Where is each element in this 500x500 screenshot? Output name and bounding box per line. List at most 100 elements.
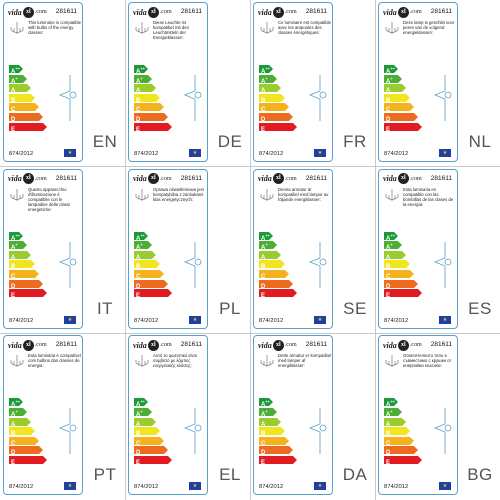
compatibility-text: Diese Leuchte ist kompatibel mit den Leu… <box>153 20 190 40</box>
energy-class-bar: A+ <box>9 74 53 85</box>
energy-class-letter: A+ <box>136 242 143 252</box>
eu-flag-icon: ★ <box>314 482 326 491</box>
energy-class-scale: A++ A+ A B C D E <box>134 231 178 300</box>
energy-class-letter: E <box>136 293 141 300</box>
energy-class-scale: A++ A+ A B C D E <box>259 231 303 300</box>
regulation-number: 874/2012 <box>9 151 34 157</box>
language-code: NL <box>468 132 492 151</box>
sku-number: 281611 <box>180 8 202 15</box>
energy-label-cell-el: vida xl .com 281611 Αυτό το φωτιστικό είνα… <box>125 333 250 499</box>
energy-class-letter: A++ <box>261 399 271 409</box>
energy-class-letter: A <box>386 254 391 261</box>
energy-class-letter: A <box>11 254 16 261</box>
energy-class-bar: E <box>9 122 53 133</box>
energy-class-bar: D <box>259 112 303 123</box>
energy-class-bar: C <box>384 270 428 280</box>
chandelier-icon <box>385 355 399 368</box>
energy-class-bar: A++ <box>384 65 428 75</box>
energy-class-letter: A+ <box>261 408 268 418</box>
energy-label-card: vida xl .com 281611 Questo apparecchio d'i… <box>3 168 83 329</box>
grid-divider <box>0 166 500 167</box>
energy-class-bar: C <box>259 103 303 113</box>
energy-class-letter: A <box>136 88 141 95</box>
energy-label-cell-es: vida xl .com 281611 Esta luminaria es comp… <box>375 167 500 333</box>
energy-class-letter: C <box>261 440 266 447</box>
energy-class-letter: D <box>261 450 266 457</box>
energy-class-letter: E <box>386 293 391 300</box>
energy-class-bar: E <box>134 455 178 466</box>
compatibility-text: Ce luminaire est compatible avec les amp… <box>278 20 332 35</box>
energy-class-letter: A++ <box>11 399 21 409</box>
energy-class-letter: B <box>386 431 391 438</box>
energy-class-bar: D <box>9 112 53 123</box>
bulb-bracket-icon <box>308 408 327 455</box>
chandelier-icon <box>135 188 149 201</box>
energy-label-cell-fr: vida xl .com 281611 Ce luminaire est compa… <box>250 0 375 166</box>
sku-number: 281611 <box>180 174 202 182</box>
grid-divider <box>250 0 251 500</box>
chandelier-icon <box>260 188 274 201</box>
energy-class-letter: A+ <box>386 75 393 85</box>
regulation-number: 874/2012 <box>259 484 284 491</box>
energy-class-letter: E <box>136 459 141 466</box>
bulb-bracket-icon <box>183 408 202 455</box>
chandelier-icon <box>260 22 274 34</box>
energy-class-scale: A++ A+ A B C D E <box>259 398 303 466</box>
energy-class-bar: A++ <box>134 398 178 409</box>
language-code: DE <box>217 132 243 151</box>
energy-class-scale: A++ A+ A B C D E <box>134 398 178 466</box>
energy-class-letter: C <box>386 107 391 114</box>
energy-class-letter: D <box>136 283 141 290</box>
energy-class-bar: A+ <box>134 407 178 418</box>
energy-class-letter: A+ <box>386 242 393 252</box>
energy-class-scale: A++ A+ A B C D E <box>384 65 428 133</box>
energy-class-bar: A++ <box>134 231 178 242</box>
energy-class-bar: B <box>384 260 428 270</box>
energy-label-cell-nl: vida xl .com 281611 Deze lamp is geschikt … <box>375 0 500 166</box>
energy-class-letter: A <box>136 254 141 261</box>
energy-class-letter: B <box>261 264 266 271</box>
energy-class-bar: D <box>259 279 303 290</box>
chandelier-icon <box>10 22 24 34</box>
energy-label-cell-pl: vida xl .com 281611 Oprawa oświetleniowa j… <box>125 167 250 333</box>
compatibility-text: Esta luminária é compatível com bulbos d… <box>28 353 81 369</box>
bulb-bracket-icon <box>433 75 452 121</box>
energy-class-letter: C <box>11 440 16 447</box>
chandelier-icon <box>260 355 274 368</box>
energy-class-letter: A <box>136 421 141 428</box>
regulation-number: 874/2012 <box>134 484 159 491</box>
energy-class-letter: A++ <box>136 399 146 409</box>
energy-label-card: vida xl .com 281611 Denna armatur är kompa… <box>253 168 333 329</box>
energy-class-bar: D <box>384 112 428 123</box>
energy-class-letter: B <box>11 97 16 104</box>
energy-class-bar: C <box>259 270 303 281</box>
energy-class-bar: A <box>9 417 53 428</box>
energy-class-letter: A++ <box>386 66 396 75</box>
energy-class-letter: D <box>11 116 16 123</box>
energy-class-bar: A++ <box>9 398 53 409</box>
brand-logo: vida xl .com <box>258 173 297 185</box>
energy-class-bar: C <box>384 436 428 447</box>
energy-class-letter: C <box>261 274 266 281</box>
energy-class-bar: D <box>134 279 178 290</box>
energy-class-bar: B <box>134 260 178 270</box>
energy-class-letter: A++ <box>136 232 146 242</box>
compatibility-text: Oprawa oświetleniowa jest kompatybilna z… <box>153 186 204 202</box>
language-code: BG <box>467 465 493 485</box>
energy-class-letter: E <box>11 459 16 466</box>
eu-flag-icon: ★ <box>439 149 451 157</box>
energy-class-bar: E <box>9 455 53 466</box>
energy-class-letter: A+ <box>136 75 143 85</box>
energy-class-bar: D <box>134 446 178 456</box>
energy-class-bar: A++ <box>259 65 303 75</box>
energy-class-letter: D <box>261 283 266 290</box>
energy-label-cell-pt: vida xl .com 281611 Esta luminária é compa… <box>0 333 125 499</box>
energy-class-letter: E <box>261 293 266 300</box>
energy-class-letter: A <box>261 88 266 95</box>
energy-class-scale: A++ A+ A B C D E <box>134 65 178 133</box>
energy-class-bar: A+ <box>259 74 303 85</box>
sku-number: 281611 <box>55 341 77 349</box>
energy-class-bar: A+ <box>259 241 303 251</box>
energy-class-letter: D <box>386 116 391 123</box>
